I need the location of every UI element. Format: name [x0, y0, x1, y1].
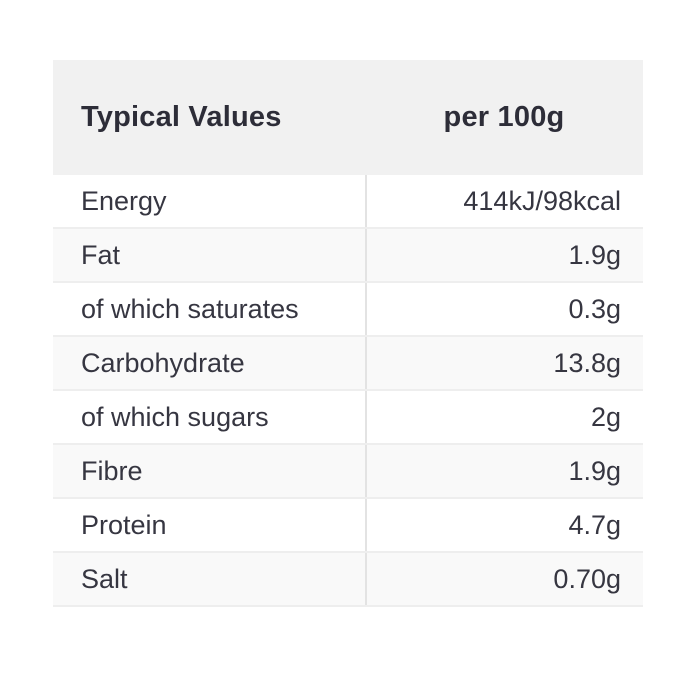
table-row: of which sugars 2g [53, 391, 643, 445]
nutrient-label-cell: Carbohydrate [53, 337, 365, 389]
nutrient-value: 13.8g [553, 348, 621, 378]
nutrient-value-cell: 4.7g [365, 499, 643, 551]
nutrient-label: Protein [81, 510, 167, 540]
table-row: Fibre 1.9g [53, 445, 643, 499]
nutrient-label-cell: Protein [53, 499, 365, 551]
table-body: Energy 414kJ/98kcal Fat 1.9g of which satura… [53, 175, 643, 607]
nutrient-label: of which saturates [81, 294, 299, 324]
nutrient-label: Carbohydrate [81, 348, 245, 378]
nutrient-label-cell: of which sugars [53, 391, 365, 443]
nutrient-value: 0.3g [568, 294, 621, 324]
nutrient-label-cell: Salt [53, 553, 365, 605]
table-header-row: Typical Values per 100g [53, 60, 643, 175]
nutrient-label: Salt [81, 564, 128, 594]
nutrient-value: 4.7g [568, 510, 621, 540]
nutrient-value: 1.9g [568, 240, 621, 270]
header-per-100g: per 100g [443, 101, 565, 133]
nutrient-value: 414kJ/98kcal [463, 186, 621, 216]
nutrient-label: Energy [81, 186, 167, 216]
nutrient-label-cell: Energy [53, 175, 365, 227]
nutrition-table: Typical Values per 100g Energy 414kJ/98kc… [53, 60, 643, 607]
nutrient-value: 1.9g [568, 456, 621, 486]
nutrient-value: 2g [590, 402, 621, 432]
nutrient-label: of which sugars [81, 402, 269, 432]
table-row: Fat 1.9g [53, 229, 643, 283]
nutrient-value-cell: 1.9g [365, 445, 643, 497]
nutrient-label-cell: of which saturates [53, 283, 365, 335]
table-row: Energy 414kJ/98kcal [53, 175, 643, 229]
nutrient-value-cell: 13.8g [365, 337, 643, 389]
nutrient-value-cell: 0.70g [365, 553, 643, 605]
table-row: Salt 0.70g [53, 553, 643, 607]
nutrient-label-cell: Fat [53, 229, 365, 281]
table-row: Protein 4.7g [53, 499, 643, 553]
nutrient-value-cell: 0.3g [365, 283, 643, 335]
nutrient-value: 0.70g [553, 564, 621, 594]
header-typical-values: Typical Values [81, 101, 282, 133]
nutrient-value-cell: 414kJ/98kcal [365, 175, 643, 227]
nutrient-value-cell: 1.9g [365, 229, 643, 281]
nutrient-label: Fat [81, 240, 121, 270]
table-row: Carbohydrate 13.8g [53, 337, 643, 391]
nutrient-label-cell: Fibre [53, 445, 365, 497]
nutrient-value-cell: 2g [365, 391, 643, 443]
table-row: of which saturates 0.3g [53, 283, 643, 337]
nutrient-label: Fibre [81, 456, 143, 486]
